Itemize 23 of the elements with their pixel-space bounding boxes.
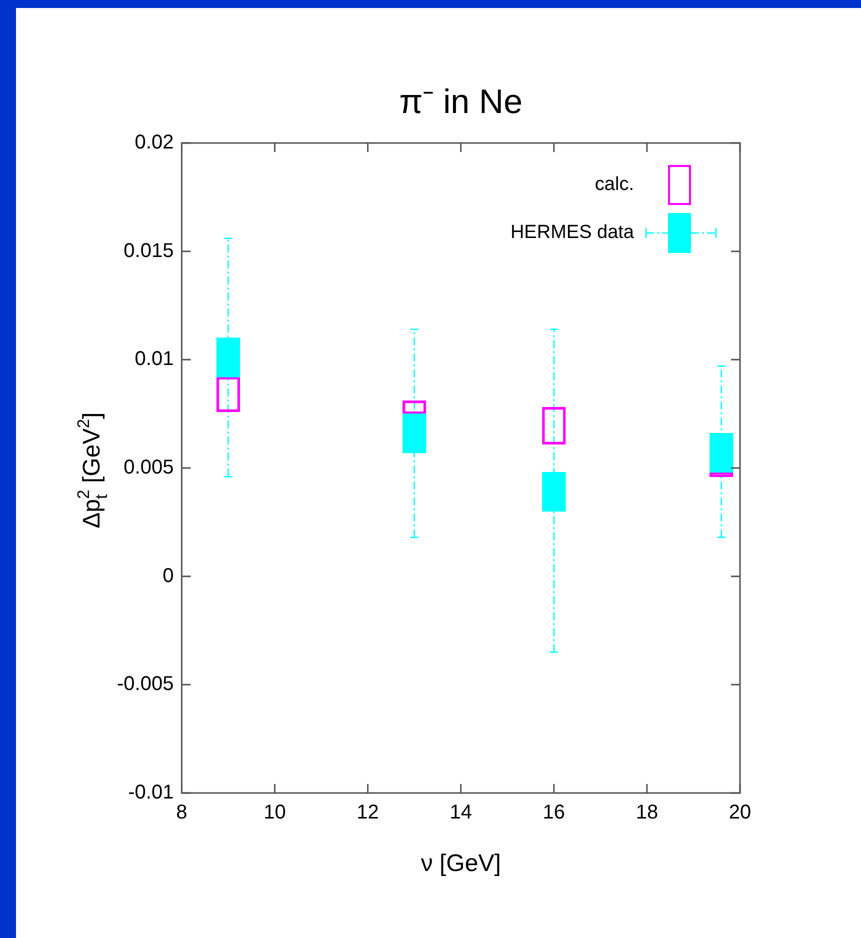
y-tick-label: 0 xyxy=(162,564,174,587)
x-tick-label: 10 xyxy=(264,802,286,824)
y-tick-label: 0.01 xyxy=(134,348,174,370)
bar xyxy=(542,472,566,512)
x-tick-label: 12 xyxy=(356,802,379,824)
bar xyxy=(216,338,240,378)
y-tick-label: -0.005 xyxy=(116,673,174,696)
y-tick-label: 0.02 xyxy=(134,132,174,154)
x-tick-label: 16 xyxy=(542,802,566,824)
x-tick-label: 20 xyxy=(728,802,752,824)
bar xyxy=(710,433,734,473)
x-axis-title: ν [GeV] xyxy=(420,850,501,877)
y-tick-label: 0.005 xyxy=(124,456,174,479)
x-tick-label: 18 xyxy=(636,802,658,824)
x-tick-label: 14 xyxy=(450,802,472,824)
y-tick-label: -0.01 xyxy=(128,782,174,804)
bar xyxy=(402,414,426,454)
y-tick-label: 0.015 xyxy=(124,240,174,262)
x-tick-label: 8 xyxy=(176,802,188,824)
y-axis-title: Δpt2 [GeV2] xyxy=(74,412,111,528)
legend-label: calc. xyxy=(594,174,634,196)
chart-title: π⁻ in Ne xyxy=(399,83,522,121)
legend-label: HERMES data xyxy=(510,222,634,244)
